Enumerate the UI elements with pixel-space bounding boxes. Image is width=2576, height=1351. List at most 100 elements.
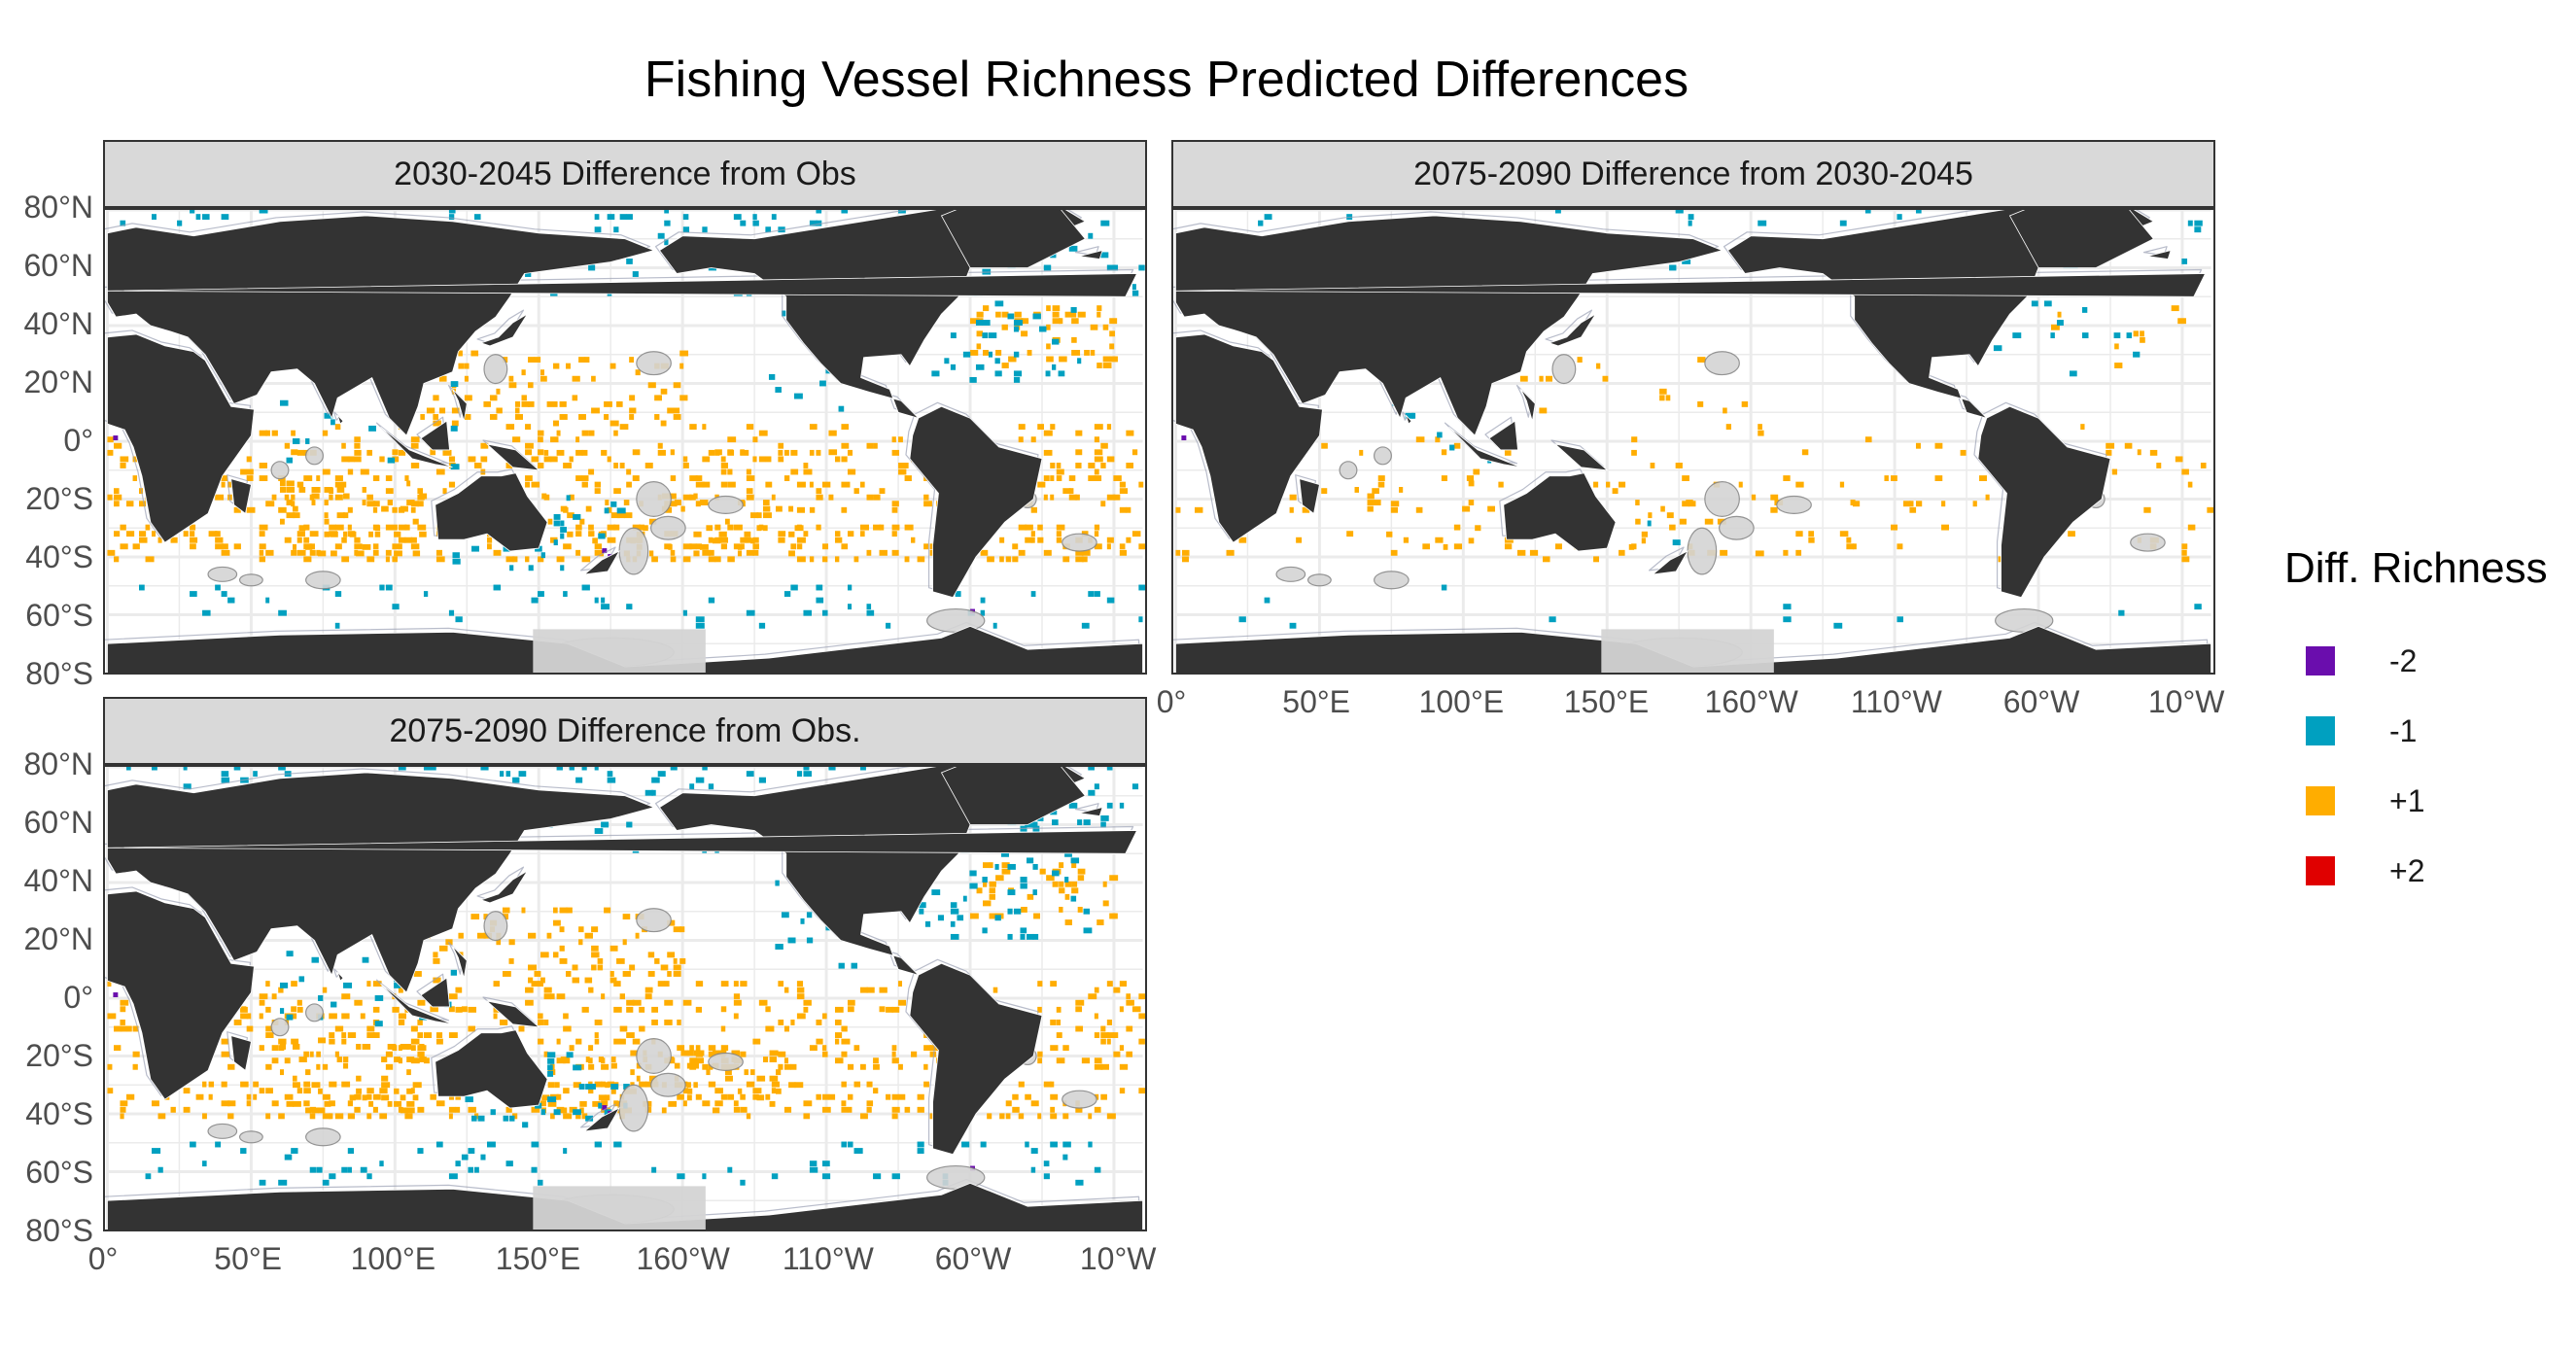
cell xyxy=(1846,537,1852,543)
cell xyxy=(107,494,113,501)
cell xyxy=(547,1100,557,1107)
cell xyxy=(573,513,581,520)
cell xyxy=(597,957,604,964)
cell xyxy=(752,1088,762,1094)
cell xyxy=(778,1020,784,1025)
cell xyxy=(699,543,709,550)
cell xyxy=(866,604,872,610)
protected-area xyxy=(1601,629,1774,673)
cell xyxy=(120,1100,128,1107)
cell xyxy=(259,524,268,531)
cell xyxy=(765,481,773,488)
cell xyxy=(995,349,1002,356)
cell xyxy=(538,436,543,443)
cell xyxy=(368,1100,374,1107)
cell xyxy=(398,543,402,550)
cell xyxy=(341,993,351,1000)
cell xyxy=(354,537,361,543)
cell xyxy=(1025,537,1033,543)
cell xyxy=(514,414,523,420)
cell xyxy=(584,357,590,364)
cell xyxy=(284,494,290,501)
cell xyxy=(746,609,755,616)
cell xyxy=(1052,311,1060,318)
cell xyxy=(452,552,460,559)
cell xyxy=(329,1038,335,1045)
cell xyxy=(1030,821,1038,828)
cell xyxy=(609,945,618,952)
cell xyxy=(1113,1032,1119,1038)
cell xyxy=(470,350,479,357)
cell xyxy=(374,1021,383,1027)
cell xyxy=(891,506,898,513)
cell xyxy=(714,1088,723,1094)
cell xyxy=(1682,501,1690,507)
cell xyxy=(816,449,821,456)
cell xyxy=(1720,549,1728,556)
cell xyxy=(1062,1141,1071,1148)
cell xyxy=(702,456,711,463)
cell xyxy=(610,1062,617,1069)
cell xyxy=(1043,449,1053,456)
cell xyxy=(702,1063,709,1070)
cell xyxy=(1628,543,1635,550)
cell xyxy=(572,375,580,382)
landmass xyxy=(452,389,468,422)
cell xyxy=(508,957,514,964)
cell xyxy=(1025,821,1033,828)
cell xyxy=(329,1081,337,1088)
cell xyxy=(341,1032,347,1038)
cell xyxy=(483,914,488,920)
cell xyxy=(493,584,502,591)
cell xyxy=(392,456,400,463)
cell xyxy=(702,1100,711,1107)
cell xyxy=(686,1062,695,1069)
cell xyxy=(347,1100,354,1107)
cell xyxy=(816,1038,823,1045)
cell xyxy=(982,927,988,934)
cell xyxy=(917,1148,924,1154)
cell xyxy=(366,1025,375,1032)
cell xyxy=(550,436,559,443)
cell xyxy=(385,524,393,531)
cell xyxy=(581,481,588,488)
cell xyxy=(559,414,568,420)
cell xyxy=(1808,537,1815,543)
cell xyxy=(594,481,602,488)
y-tick-label: 40°S xyxy=(25,539,93,574)
cell xyxy=(1106,264,1116,271)
cell xyxy=(139,584,145,591)
cell xyxy=(139,488,143,495)
cell xyxy=(372,1106,378,1113)
cell xyxy=(622,939,627,946)
cell xyxy=(1056,1006,1062,1013)
cell xyxy=(195,214,201,221)
legend-label: +1 xyxy=(2389,782,2425,818)
cell xyxy=(828,430,837,436)
cell xyxy=(324,512,329,519)
cell xyxy=(619,993,625,1000)
cell xyxy=(819,380,826,387)
cell xyxy=(183,1106,191,1113)
cell xyxy=(740,220,747,226)
cell xyxy=(1679,518,1687,525)
cell xyxy=(1090,324,1098,330)
cell xyxy=(398,449,406,456)
cell xyxy=(879,488,886,495)
cell xyxy=(1094,543,1102,550)
cell xyxy=(1032,313,1041,320)
cell xyxy=(435,1141,443,1148)
cell xyxy=(1043,494,1048,501)
cell xyxy=(468,1148,475,1154)
panel-strip-label: 2075-2090 Difference from Obs. xyxy=(103,697,1147,765)
cell xyxy=(265,1088,273,1094)
land xyxy=(107,767,1143,1230)
cell xyxy=(1258,220,1264,226)
cell xyxy=(1083,819,1091,826)
cell xyxy=(886,1006,893,1013)
cell xyxy=(221,1051,230,1057)
cell xyxy=(1675,210,1684,214)
cell xyxy=(1131,1006,1141,1013)
cell xyxy=(750,512,759,519)
cell xyxy=(374,525,381,532)
